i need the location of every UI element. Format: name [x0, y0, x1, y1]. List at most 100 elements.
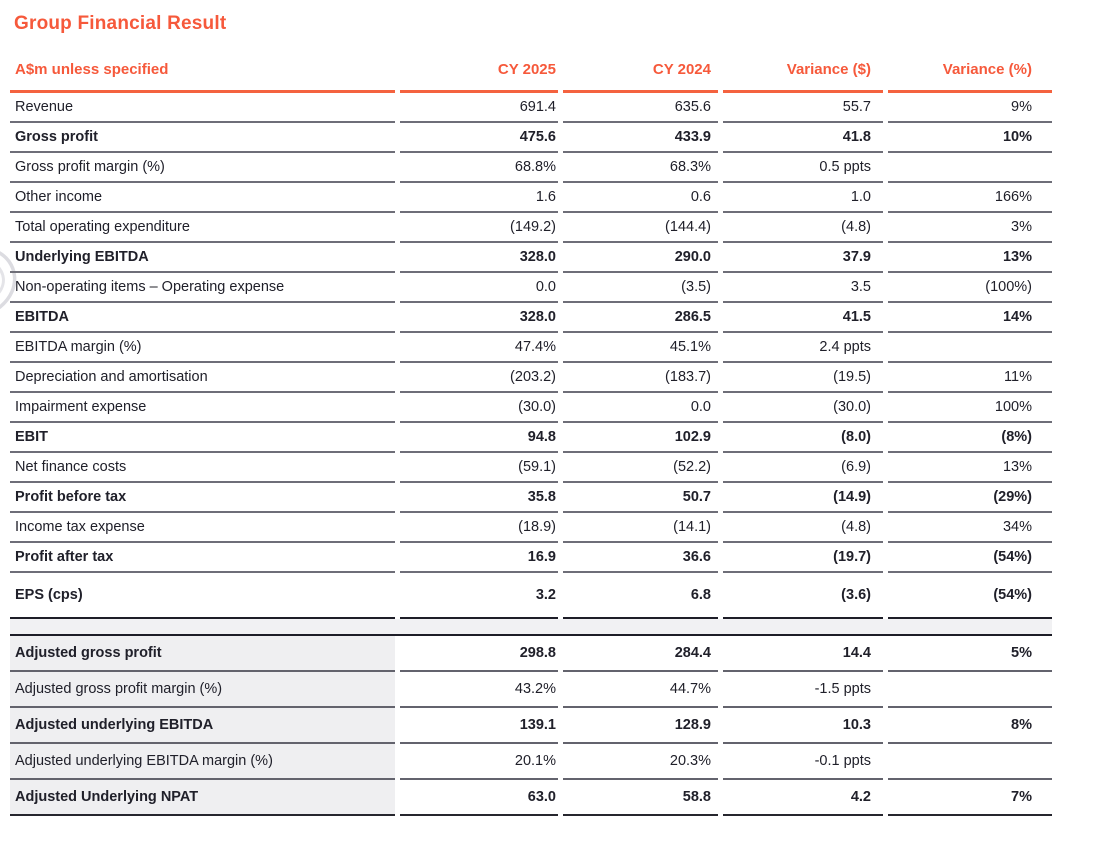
- cell-variance_pct: 11%: [888, 363, 1052, 393]
- cell-variance_dollar: (4.8): [723, 213, 883, 243]
- table-row: Other income 1.6 0.6 1.0 166%: [10, 183, 1052, 213]
- cell-variance_pct: [888, 744, 1052, 780]
- section-spacer-band: [10, 619, 1052, 636]
- row-label: Adjusted Underlying NPAT: [10, 780, 395, 816]
- cell-cy2025: 139.1: [400, 708, 558, 744]
- cell-cy2024: (14.1): [563, 513, 718, 543]
- cell-variance_dollar: 37.9: [723, 243, 883, 273]
- cell-cy2025: 1.6: [400, 183, 558, 213]
- cell-variance_pct: 7%: [888, 780, 1052, 816]
- table-row: Adjusted gross profit 298.8 284.4 14.4 5%: [10, 636, 1052, 672]
- row-label: EBITDA margin (%): [10, 333, 395, 363]
- row-label: Adjusted gross profit margin (%): [10, 672, 395, 708]
- cell-cy2025: (149.2): [400, 213, 558, 243]
- cell-cy2024: 102.9: [563, 423, 718, 453]
- row-label: Total operating expenditure: [10, 213, 395, 243]
- cell-variance_dollar: 41.5: [723, 303, 883, 333]
- cell-cy2025: 20.1%: [400, 744, 558, 780]
- cell-cy2024: 58.8: [563, 780, 718, 816]
- table-row: Revenue 691.4 635.6 55.7 9%: [10, 93, 1052, 123]
- group-financial-result-table: A$m unless specified CY 2025 CY 2024 Var…: [5, 49, 1057, 816]
- row-label: Non-operating items – Operating expense: [10, 273, 395, 303]
- column-header-units: A$m unless specified: [10, 49, 395, 93]
- table-header-row: A$m unless specified CY 2025 CY 2024 Var…: [10, 49, 1052, 93]
- cell-cy2024: 45.1%: [563, 333, 718, 363]
- table-row: Impairment expense (30.0) 0.0 (30.0) 100%: [10, 393, 1052, 423]
- cell-cy2024: 290.0: [563, 243, 718, 273]
- cell-cy2025: 94.8: [400, 423, 558, 453]
- row-label: Adjusted underlying EBITDA: [10, 708, 395, 744]
- cell-variance_dollar: 1.0: [723, 183, 883, 213]
- cell-cy2025: 35.8: [400, 483, 558, 513]
- cell-variance_dollar: 14.4: [723, 636, 883, 672]
- table-row: Adjusted underlying EBITDA 139.1 128.9 10.3…: [10, 708, 1052, 744]
- cell-variance_pct: 100%: [888, 393, 1052, 423]
- cell-variance_pct: [888, 153, 1052, 183]
- cell-variance_pct: (54%): [888, 543, 1052, 573]
- cell-variance_pct: 13%: [888, 243, 1052, 273]
- table-row: EPS (cps) 3.2 6.8 (3.6) (54%): [10, 573, 1052, 619]
- table-row: Underlying EBITDA 328.0 290.0 37.9 13%: [10, 243, 1052, 273]
- cell-cy2024: 6.8: [563, 573, 718, 619]
- row-label: Gross profit margin (%): [10, 153, 395, 183]
- row-label: Impairment expense: [10, 393, 395, 423]
- row-label: Gross profit: [10, 123, 395, 153]
- table-row: EBITDA margin (%) 47.4% 45.1% 2.4 ppts: [10, 333, 1052, 363]
- report-page: { "title": "Group Financial Result", "co…: [0, 13, 1111, 846]
- cell-variance_pct: [888, 672, 1052, 708]
- cell-variance_dollar: (14.9): [723, 483, 883, 513]
- cell-cy2025: 328.0: [400, 303, 558, 333]
- cell-variance_pct: 166%: [888, 183, 1052, 213]
- cell-variance_pct: 14%: [888, 303, 1052, 333]
- cell-variance_pct: 34%: [888, 513, 1052, 543]
- table-row: Profit before tax 35.8 50.7 (14.9) (29%): [10, 483, 1052, 513]
- table-row: EBIT 94.8 102.9 (8.0) (8%): [10, 423, 1052, 453]
- cell-cy2025: 328.0: [400, 243, 558, 273]
- cell-cy2025: (18.9): [400, 513, 558, 543]
- cell-cy2024: (52.2): [563, 453, 718, 483]
- column-header-cy2025: CY 2025: [400, 49, 558, 93]
- cell-cy2025: 298.8: [400, 636, 558, 672]
- row-label: EPS (cps): [10, 573, 395, 619]
- cell-cy2025: 68.8%: [400, 153, 558, 183]
- cell-cy2025: 16.9: [400, 543, 558, 573]
- table-row: Adjusted Underlying NPAT 63.0 58.8 4.2 7%: [10, 780, 1052, 816]
- cell-cy2025: 63.0: [400, 780, 558, 816]
- cell-variance_dollar: 41.8: [723, 123, 883, 153]
- cell-cy2024: 20.3%: [563, 744, 718, 780]
- table-row: Income tax expense (18.9) (14.1) (4.8) 34%: [10, 513, 1052, 543]
- cell-variance_dollar: -1.5 ppts: [723, 672, 883, 708]
- cell-variance_pct: [888, 333, 1052, 363]
- cell-variance_dollar: 2.4 ppts: [723, 333, 883, 363]
- cell-variance_pct: (8%): [888, 423, 1052, 453]
- row-label: EBIT: [10, 423, 395, 453]
- row-label: Other income: [10, 183, 395, 213]
- table-row: Gross profit 475.6 433.9 41.8 10%: [10, 123, 1052, 153]
- cell-variance_pct: 3%: [888, 213, 1052, 243]
- cell-cy2025: 47.4%: [400, 333, 558, 363]
- cell-cy2025: 691.4: [400, 93, 558, 123]
- cell-cy2025: 475.6: [400, 123, 558, 153]
- cell-cy2025: (203.2): [400, 363, 558, 393]
- table-row: Profit after tax 16.9 36.6 (19.7) (54%): [10, 543, 1052, 573]
- cell-cy2024: 0.0: [563, 393, 718, 423]
- cell-variance_pct: (54%): [888, 573, 1052, 619]
- cell-cy2025: 0.0: [400, 273, 558, 303]
- row-label: Adjusted gross profit: [10, 636, 395, 672]
- cell-variance_dollar: (19.7): [723, 543, 883, 573]
- cell-variance_dollar: (4.8): [723, 513, 883, 543]
- cell-variance_dollar: -0.1 ppts: [723, 744, 883, 780]
- cell-cy2024: (3.5): [563, 273, 718, 303]
- cell-variance_dollar: (6.9): [723, 453, 883, 483]
- cell-variance_pct: 8%: [888, 708, 1052, 744]
- row-label: Underlying EBITDA: [10, 243, 395, 273]
- table-row: Adjusted underlying EBITDA margin (%) 20.…: [10, 744, 1052, 780]
- cell-variance_dollar: 10.3: [723, 708, 883, 744]
- row-label: Depreciation and amortisation: [10, 363, 395, 393]
- cell-variance_dollar: 0.5 ppts: [723, 153, 883, 183]
- cell-cy2024: (144.4): [563, 213, 718, 243]
- row-label: Adjusted underlying EBITDA margin (%): [10, 744, 395, 780]
- cell-cy2024: 128.9: [563, 708, 718, 744]
- row-label: Profit before tax: [10, 483, 395, 513]
- cell-variance_pct: 13%: [888, 453, 1052, 483]
